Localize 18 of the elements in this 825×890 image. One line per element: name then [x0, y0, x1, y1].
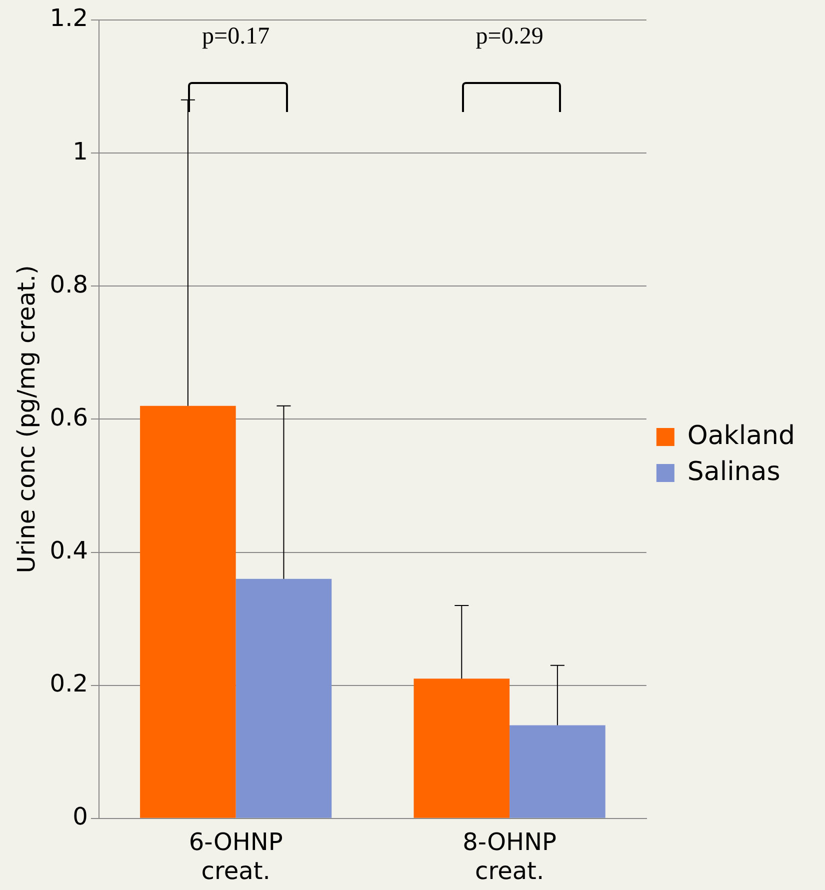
legend-label: Oakland — [687, 420, 795, 451]
y-tick-label: 1.2 — [50, 4, 88, 32]
x-tick-label: 6-OHNP creat. — [188, 828, 283, 885]
y-tick-label: 0.2 — [50, 670, 88, 698]
y-axis-title: Urine conc (pg/mg creat.) — [12, 265, 41, 574]
annotation: p=0.17 — [202, 23, 270, 50]
annotation: p=0.29 — [476, 23, 544, 50]
x-tick-label: 8-OHNP creat. — [462, 828, 557, 885]
bar — [414, 678, 510, 818]
y-tick-label: 1 — [72, 137, 88, 166]
legend-label: Salinas — [687, 456, 780, 487]
bar — [140, 406, 236, 818]
y-tick-label: 0.4 — [50, 536, 88, 564]
bar — [510, 725, 606, 818]
bar — [236, 578, 332, 818]
y-tick-label: 0.6 — [50, 403, 88, 432]
y-tick-label: 0.8 — [50, 270, 88, 298]
y-tick-label: 0 — [72, 802, 88, 831]
